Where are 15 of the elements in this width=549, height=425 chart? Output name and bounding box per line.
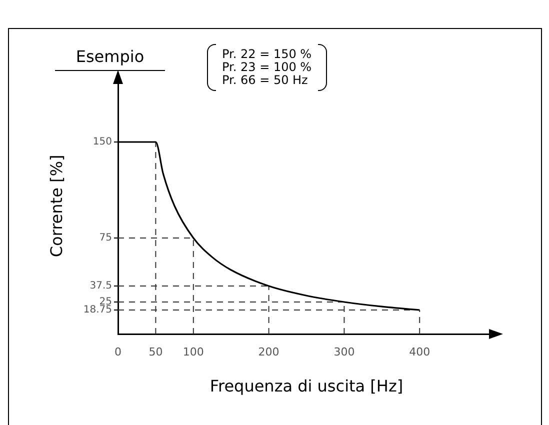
chart-title: Esempio (55, 47, 165, 71)
x-tick-label: 300 (334, 345, 355, 358)
y-tick-label: 75 (99, 232, 112, 244)
x-axis-title: Frequenza di uscita [Hz] (210, 376, 404, 396)
x-tick-label: 0 (114, 345, 122, 358)
y-tick-label: 150 (92, 136, 112, 148)
x-tick-label: 200 (258, 345, 280, 358)
x-tick-label: 100 (182, 345, 204, 358)
x-tick-label: 400 (409, 345, 430, 358)
text: Pr. 23 = 100 % (222, 60, 312, 74)
y-axis-title: Corrente [%] (46, 154, 66, 258)
annotation: Pr. 66 = 50 Hz (222, 73, 309, 87)
y-tick-label: 37.5 (90, 280, 112, 292)
x-tick-label: 50 (148, 345, 163, 358)
text: Pr. 22 = 150 % (222, 47, 312, 61)
